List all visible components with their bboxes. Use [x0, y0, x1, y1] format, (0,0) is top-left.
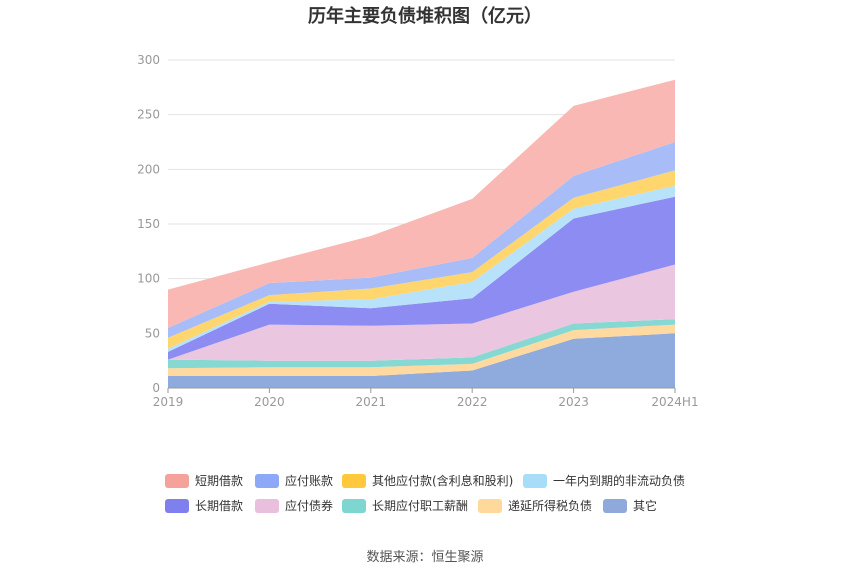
legend-swatch	[165, 498, 189, 513]
legend-label: 一年内到期的非流动负债	[553, 474, 686, 488]
y-tick-label: 150	[137, 217, 160, 231]
area-series-3	[168, 264, 675, 361]
legend-label: 长期借款	[195, 499, 244, 513]
legend-item-other[interactable]: 其它	[603, 497, 657, 514]
legend-item-accounts-payable[interactable]: 应付账款	[255, 472, 333, 489]
data-source: 数据来源：恒生聚源	[366, 550, 484, 565]
legend-swatch	[255, 473, 279, 488]
area-series-5	[168, 185, 675, 352]
area-series-6	[168, 170, 675, 349]
legend-swatch	[523, 473, 547, 488]
legend-label: 应付债券	[285, 499, 334, 513]
legend-item-long-term-employee-pay[interactable]: 长期应付职工薪酬	[342, 497, 468, 514]
legend-label: 长期应付职工薪酬	[372, 499, 469, 513]
y-tick-label: 50	[145, 326, 160, 340]
legend-swatch	[165, 473, 189, 488]
legend-label: 其他应付款(含利息和股利)	[372, 474, 514, 488]
area-series-1	[168, 324, 675, 376]
y-tick-label: 0	[152, 381, 160, 395]
legend-label: 递延所得税负债	[508, 499, 593, 513]
chart-title: 历年主要负债堆积图（亿元）	[308, 6, 542, 27]
legend-swatch	[255, 498, 279, 513]
legend-swatch	[342, 473, 366, 488]
legend-label: 短期借款	[195, 474, 244, 488]
area-series-0	[168, 333, 675, 388]
legend-swatch	[478, 498, 502, 513]
x-tick-label: 2021	[356, 395, 387, 409]
legend-swatch	[603, 498, 627, 513]
legend-item-bonds-payable[interactable]: 应付债券	[255, 497, 333, 514]
x-tick-label: 2019	[153, 395, 184, 409]
legend-item-deferred-tax[interactable]: 递延所得税负债	[478, 497, 592, 514]
legend-item-other-payables[interactable]: 其他应付款(含利息和股利)	[342, 472, 513, 489]
x-tick-label: 2024H1	[651, 395, 698, 409]
area-series-4	[168, 196, 675, 360]
y-tick-label: 300	[137, 53, 160, 67]
legend-item-long-term-loans[interactable]: 长期借款	[165, 497, 243, 514]
x-tick-label: 2022	[457, 395, 488, 409]
y-tick-label: 250	[137, 108, 160, 122]
legend-item-current-noncurrent-liabilities[interactable]: 一年内到期的非流动负债	[523, 472, 685, 489]
legend-item-short-term-loans[interactable]: 短期借款	[165, 472, 243, 489]
y-tick-label: 100	[137, 272, 160, 286]
area-series-2	[168, 319, 675, 369]
legend-label: 其它	[633, 499, 658, 513]
area-series-8	[168, 79, 675, 328]
legend-swatch	[342, 498, 366, 513]
area-series-7	[168, 142, 675, 338]
x-tick-label: 2023	[558, 395, 589, 409]
x-tick-label: 2020	[254, 395, 285, 409]
legend-label: 应付账款	[285, 474, 334, 488]
y-tick-label: 200	[137, 162, 160, 176]
